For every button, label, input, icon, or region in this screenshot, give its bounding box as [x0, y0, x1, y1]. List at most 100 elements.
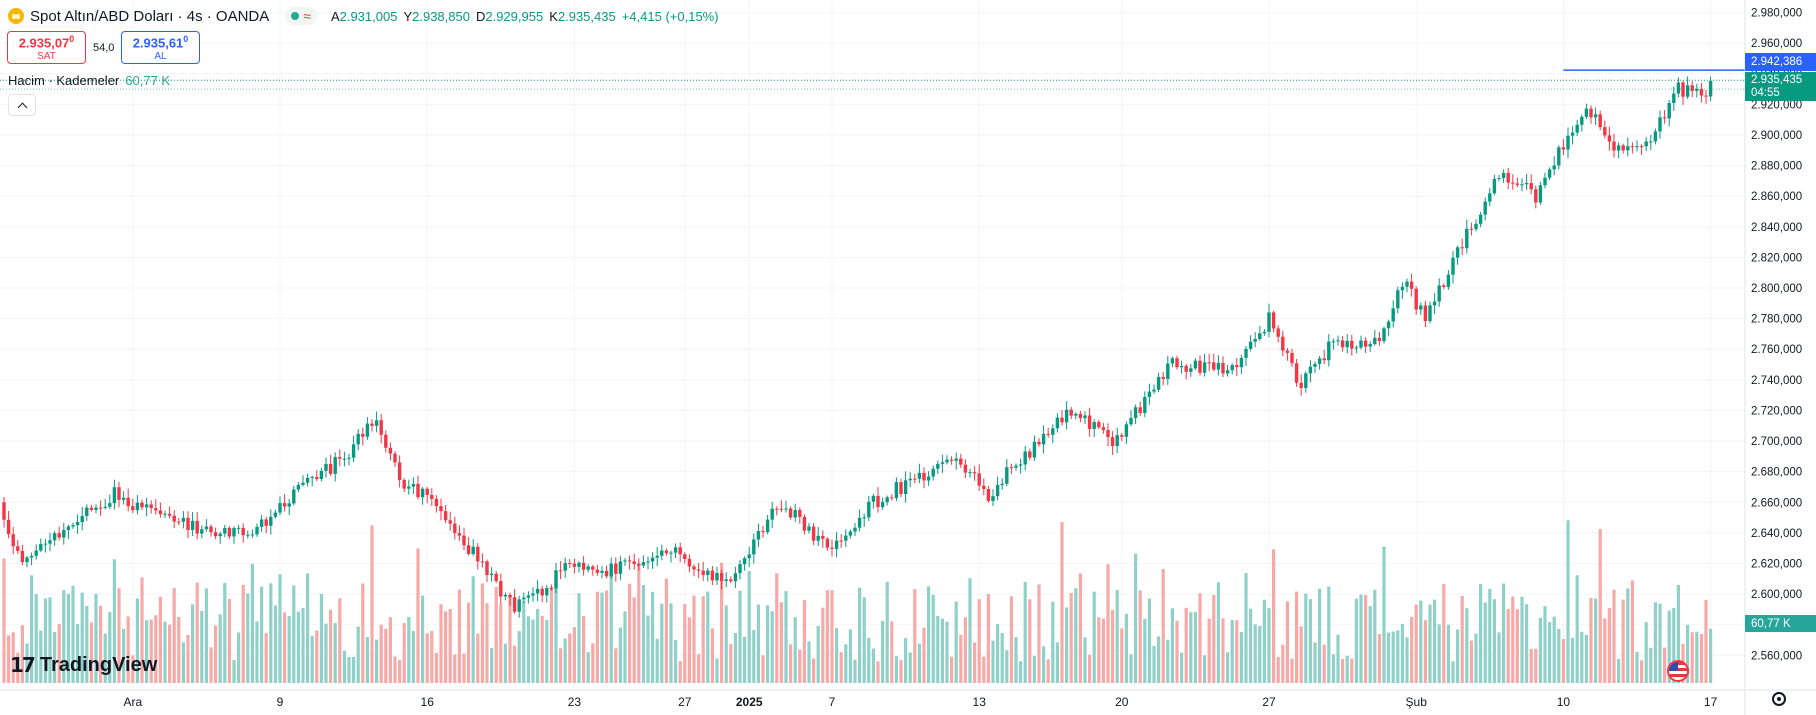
candle	[1230, 363, 1234, 375]
volume-bar	[462, 653, 466, 683]
collapse-chevron-icon[interactable]	[8, 94, 36, 116]
candle	[1235, 357, 1239, 376]
volume-bar	[1175, 620, 1179, 683]
volume-bar	[1046, 659, 1050, 683]
volume-bar	[158, 596, 162, 683]
volume-bar	[531, 619, 535, 683]
buy-button[interactable]: 2.935,610 AL	[121, 31, 200, 64]
volume-bar	[393, 656, 397, 683]
candle	[862, 513, 866, 527]
candle	[972, 466, 977, 481]
volume-bar	[646, 615, 650, 683]
volume-bar	[798, 649, 802, 683]
volume-bar	[1598, 529, 1602, 683]
candle	[1064, 401, 1069, 430]
candle	[89, 504, 94, 512]
price-tick-label: 2.920,000	[1751, 99, 1802, 111]
volume-bar	[108, 611, 112, 683]
candle	[1028, 448, 1032, 461]
volume-bar	[779, 602, 783, 683]
market-status-pill[interactable]: ≈	[285, 7, 317, 25]
candle	[1373, 329, 1377, 346]
candle	[1685, 76, 1690, 99]
candle	[600, 566, 604, 579]
candle	[1377, 331, 1382, 346]
volume-bar	[807, 641, 811, 683]
candle	[816, 527, 820, 546]
line-price-tag: 2.942,386	[1745, 53, 1816, 71]
candle	[480, 553, 485, 568]
volume-bar	[1635, 651, 1639, 683]
candle	[1202, 353, 1207, 377]
sell-label: SAT	[37, 50, 56, 62]
volume-bar	[430, 630, 434, 683]
volume-bar	[1244, 573, 1248, 683]
volume-bar	[940, 618, 944, 683]
candle	[420, 487, 425, 505]
candle	[917, 463, 922, 483]
volume-bar	[172, 588, 176, 683]
volume-bar	[398, 660, 402, 683]
volume-bar	[494, 586, 498, 683]
volume-bar	[545, 620, 549, 683]
volume-bar	[536, 609, 540, 683]
price-tick-label: 2.640,000	[1751, 528, 1802, 540]
symbol-title[interactable]: Spot Altın/ABD Doları · 4s · OANDA	[30, 7, 270, 25]
volume-bar	[858, 587, 862, 683]
volume-bar	[1069, 593, 1073, 683]
volume-bar	[637, 562, 641, 683]
volume-bar	[830, 590, 834, 683]
candle	[839, 534, 843, 548]
volume-bar	[1308, 599, 1312, 683]
volume-bar	[664, 578, 668, 683]
volume-bar	[950, 656, 954, 683]
volume-bar	[94, 593, 98, 683]
candle	[719, 569, 724, 590]
volume-bar	[881, 620, 885, 683]
volume-bar	[333, 623, 337, 683]
candle	[172, 510, 176, 528]
volume-bar	[1055, 642, 1059, 683]
candle	[287, 498, 291, 515]
candle	[683, 552, 687, 564]
flag-icon[interactable]	[1667, 660, 1689, 682]
gold-symbol-icon[interactable]	[8, 8, 24, 24]
volume-bar	[1180, 652, 1184, 683]
volume-bar	[770, 611, 774, 683]
volume-bar	[720, 562, 724, 683]
volume-bar	[1299, 626, 1303, 683]
volume-bar	[227, 599, 231, 683]
candle	[1143, 391, 1147, 418]
volume-bar	[1092, 591, 1096, 683]
volume-bar	[1235, 620, 1239, 683]
candle	[186, 511, 190, 539]
volume-bar	[1488, 588, 1492, 683]
volume-bar	[899, 660, 903, 683]
volume-bar	[1331, 654, 1335, 683]
candle	[1290, 348, 1294, 367]
candle	[756, 523, 761, 547]
candle	[1166, 355, 1170, 385]
candle	[342, 451, 347, 467]
volume-bar	[1534, 648, 1538, 683]
volume-bar	[1474, 633, 1478, 683]
volume-bar	[1152, 645, 1156, 683]
candle	[1570, 126, 1575, 145]
price-tick-label: 2.740,000	[1751, 375, 1802, 387]
candle	[278, 496, 282, 516]
volume-bar	[1368, 606, 1372, 683]
volume-legend[interactable]: Hacim · Kademeler 60,77 K	[8, 73, 170, 88]
price-tick-label: 2.560,000	[1751, 650, 1802, 662]
candlestick-series	[2, 76, 1713, 618]
candle	[1699, 82, 1704, 103]
volume-bar	[66, 593, 70, 683]
candle	[692, 564, 696, 577]
sell-button[interactable]: 2.935,070 SAT	[7, 31, 86, 64]
volume-bar	[1649, 647, 1653, 683]
volume-bar	[1239, 631, 1243, 683]
tradingview-logo[interactable]: 17 TradingView	[10, 653, 157, 677]
candle	[1704, 89, 1708, 104]
settings-icon[interactable]	[1772, 692, 1786, 706]
candle	[1133, 404, 1138, 425]
